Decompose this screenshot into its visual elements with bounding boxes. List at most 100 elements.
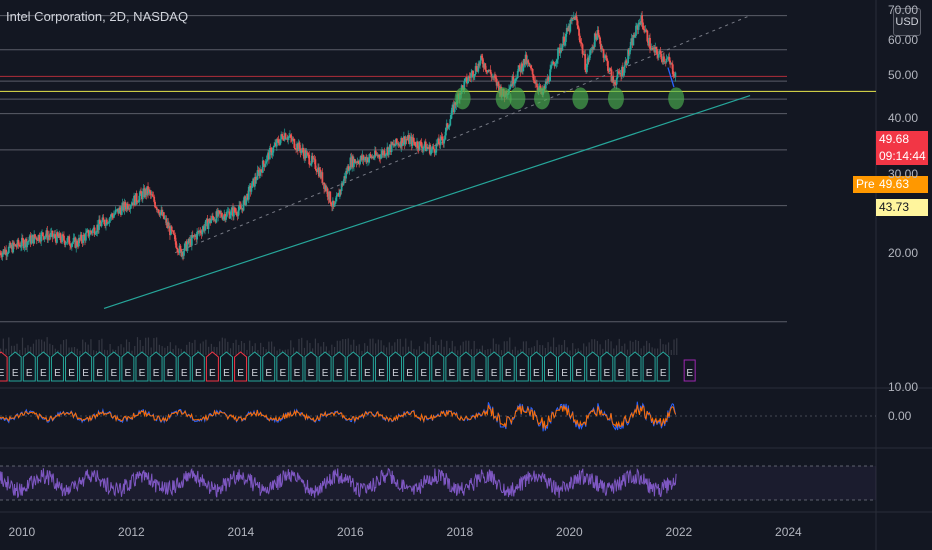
earnings-marker-shape <box>403 351 417 382</box>
candle-body <box>470 73 473 78</box>
candle-body <box>347 166 350 171</box>
candle-body <box>293 139 296 148</box>
candle-body <box>472 71 474 78</box>
earnings-marker-shape <box>234 351 248 382</box>
candle-body <box>0 252 2 256</box>
volume-bar <box>520 349 522 355</box>
earnings-marker: E <box>543 351 557 382</box>
earnings-marker: E <box>107 351 121 382</box>
candle-body <box>598 35 601 38</box>
candle-body <box>82 234 85 243</box>
candle-body <box>627 49 629 64</box>
candle-body <box>106 222 109 225</box>
candle-body <box>129 205 132 209</box>
candle-body <box>397 143 400 146</box>
currency-button[interactable]: USD <box>893 8 921 36</box>
candle-body <box>362 155 365 161</box>
volume-bar <box>265 349 267 355</box>
candle-body <box>17 239 20 245</box>
candle-body <box>605 55 608 59</box>
candle-body <box>607 70 610 72</box>
candle-body <box>170 226 173 231</box>
volume-bar <box>509 337 511 355</box>
candle-body <box>140 190 142 194</box>
volume-bar <box>106 350 108 355</box>
volume-bar <box>383 345 385 355</box>
volume-bar <box>73 346 76 355</box>
volume-bar <box>342 339 344 355</box>
candle-body <box>135 193 138 202</box>
volume-bar <box>186 344 188 355</box>
candle-body <box>89 230 92 235</box>
candle-body <box>578 28 580 36</box>
volume-bar <box>202 341 204 355</box>
volume-bar <box>588 342 590 355</box>
volume-bar <box>651 347 653 355</box>
earnings-marker: E <box>487 351 501 382</box>
candle-body <box>353 159 356 163</box>
candle-body <box>33 234 36 244</box>
candle-body <box>615 77 618 85</box>
candle-body <box>651 47 654 49</box>
earnings-marker-shape <box>177 351 191 382</box>
earnings-marker-letter: E <box>547 368 554 379</box>
candle-body <box>450 114 453 120</box>
candle-body <box>423 146 425 148</box>
earnings-marker-letter: E <box>420 368 427 379</box>
candle-body <box>124 202 127 208</box>
candle-body <box>475 66 478 71</box>
candle-body <box>528 62 531 67</box>
touch-point-circle <box>607 87 624 110</box>
candle-body <box>63 235 65 241</box>
candle-body <box>333 203 336 207</box>
earnings-marker-letter: E <box>153 368 160 379</box>
volume-bar <box>462 341 464 355</box>
y-tick-label: 40.00 <box>888 111 919 126</box>
candle-body <box>515 77 518 80</box>
volume-bar <box>643 345 645 355</box>
earnings-marker-shape <box>50 351 64 382</box>
candle-body <box>76 240 78 246</box>
candle-body <box>646 30 649 42</box>
candle-body <box>34 234 36 238</box>
candle-body <box>102 217 105 220</box>
volume-bar <box>418 346 421 355</box>
candle-body <box>607 61 609 71</box>
volume-bar <box>101 338 103 355</box>
earnings-marker-shape <box>0 351 8 382</box>
volume-bar <box>30 346 32 355</box>
candle-body <box>70 243 73 248</box>
candle-body <box>260 169 262 171</box>
volume-bar <box>454 346 456 355</box>
candle-body <box>660 53 663 60</box>
volume-bar <box>626 349 629 355</box>
volume-bar <box>243 343 245 355</box>
upcoming-earnings-letter: E <box>686 368 693 379</box>
candle-body <box>7 246 10 253</box>
volume-bar <box>5 348 7 355</box>
earnings-marker: E <box>22 351 36 382</box>
volume-bar <box>416 349 418 355</box>
candle-body <box>336 195 339 197</box>
volume-bar <box>150 347 152 355</box>
earnings-marker-letter: E <box>12 368 19 379</box>
volume-bar <box>306 340 308 355</box>
earnings-marker-letter: E <box>589 368 596 379</box>
candle-body <box>245 197 248 205</box>
earnings-marker-shape <box>515 351 529 382</box>
candle-body <box>393 143 396 146</box>
candle-body <box>454 102 457 106</box>
candle-body <box>118 207 121 214</box>
volume-bar <box>290 340 292 355</box>
earnings-marker-letter: E <box>195 368 202 379</box>
volume-bar <box>27 345 29 355</box>
candle-body <box>266 155 269 162</box>
volume-bar <box>591 339 593 355</box>
earnings-marker-shape <box>191 351 205 382</box>
volume-bar <box>292 347 295 355</box>
last-price-tag: 49.68 09:14:44 <box>876 131 928 165</box>
candle-body <box>289 134 292 138</box>
candle-body <box>326 188 329 197</box>
candle-body <box>489 69 492 74</box>
